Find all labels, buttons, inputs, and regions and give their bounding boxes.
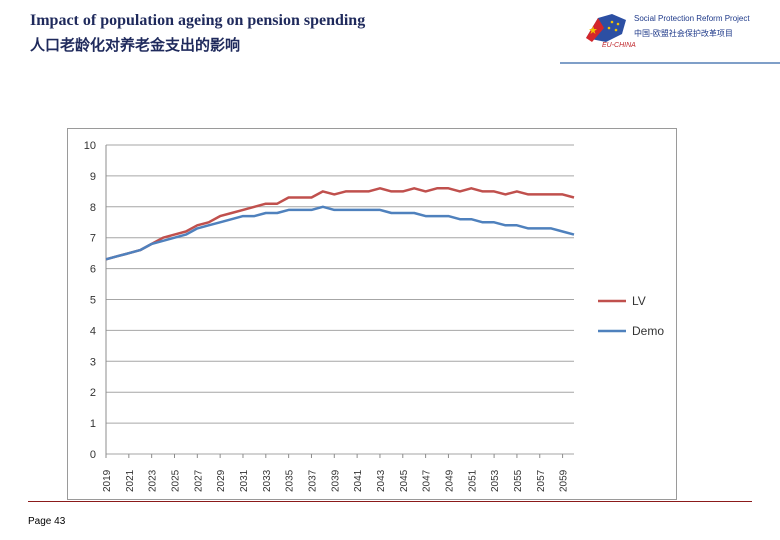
series-line-demo xyxy=(105,205,575,261)
x-tick-label: 2051 xyxy=(467,469,478,492)
y-tick-label: 7 xyxy=(90,233,96,245)
project-logo: Social Protection Reform Project 中国-欧盟社会… xyxy=(582,8,772,54)
legend-label-demo: Demo xyxy=(632,324,664,338)
x-tick-label: 2027 xyxy=(193,469,204,492)
logo-project-name-zh: 中国-欧盟社会保护改革项目 xyxy=(634,29,733,38)
y-tick-label: 8 xyxy=(90,202,96,214)
y-tick-label: 10 xyxy=(84,140,96,152)
x-tick-label: 2035 xyxy=(285,469,296,492)
x-tick-label: 2045 xyxy=(399,469,410,492)
x-tick-label: 2039 xyxy=(330,469,341,492)
footer-divider xyxy=(28,501,752,502)
series-line-lv xyxy=(105,187,575,261)
x-tick-label: 2049 xyxy=(444,469,455,492)
x-tick-label: 2047 xyxy=(422,469,433,492)
y-tick-label: 1 xyxy=(90,418,96,430)
y-tick-label: 0 xyxy=(90,449,96,461)
x-tick-label: 2021 xyxy=(125,469,136,492)
line-chart: 0 1 2 3 4 5 6 7 8 9 10 2019 2021 2023 2025 2027 2029 2031… xyxy=(84,140,665,492)
header-divider xyxy=(560,62,780,64)
x-tick-label: 2023 xyxy=(148,469,159,492)
y-tick-label: 3 xyxy=(90,356,96,368)
flag-logo-icon xyxy=(586,14,626,42)
slide-title-english: Impact of population ageing on pension s… xyxy=(30,12,366,29)
x-tick-label: 2019 xyxy=(102,469,113,492)
x-tick-label: 2037 xyxy=(307,469,318,492)
x-tick-label: 2025 xyxy=(170,469,181,492)
legend-label-lv: LV xyxy=(632,294,646,308)
page-number: Page 43 xyxy=(28,516,66,527)
x-tick-label: 2043 xyxy=(376,469,387,492)
x-tick-label: 2041 xyxy=(353,469,364,492)
y-tick-label: 9 xyxy=(90,171,96,183)
x-tick-label: 2057 xyxy=(536,469,547,492)
logo-tag: EU-CHINA xyxy=(602,42,636,49)
y-tick-label: 6 xyxy=(90,264,96,276)
x-tick-label: 2055 xyxy=(513,469,524,492)
y-tick-label: 4 xyxy=(90,325,96,337)
x-tick-label: 2053 xyxy=(490,469,501,492)
chart-frame: 0 1 2 3 4 5 6 7 8 9 10 2019 2021 2023 2025 2027 2029 2031… xyxy=(67,128,677,500)
x-tick-label: 2029 xyxy=(216,469,227,492)
logo-project-name: Social Protection Reform Project xyxy=(634,14,750,23)
y-tick-label: 2 xyxy=(90,387,96,399)
y-tick-label: 5 xyxy=(90,295,96,307)
x-tick-label: 2033 xyxy=(262,469,273,492)
x-tick-label: 2031 xyxy=(239,469,250,492)
x-tick-label: 2059 xyxy=(559,469,570,492)
slide-title-chinese: 人口老龄化对养老金支出的影响 xyxy=(30,36,241,54)
